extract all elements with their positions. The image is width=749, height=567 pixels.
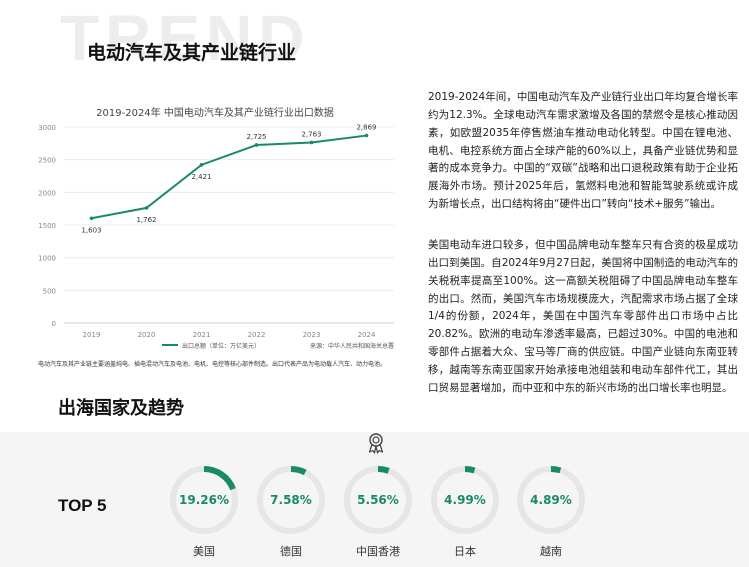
- analysis-paragraph-1: 2019-2024年间，中国电动汽车及产业链行业出口年均复合增长率约为12.3%…: [428, 91, 738, 211]
- country-name: 越南: [540, 545, 562, 558]
- donut-share-arc: [170, 466, 238, 534]
- donut-ring: 7.58%: [257, 466, 325, 534]
- x-tick-label: 2023: [303, 331, 321, 339]
- country-name: 中国香港: [356, 545, 400, 558]
- export-line-chart: 0 500 1000 1500 2000 2500 3000 2019 2020 2021 2022…: [38, 124, 394, 350]
- series-line: [91, 134, 367, 220]
- chart-source: 来源：中华人民共和国海关总署: [310, 342, 394, 350]
- share-percent: 4.89%: [530, 493, 572, 507]
- y-tick-label: 0: [52, 320, 56, 328]
- trend-watermark: TREND: [60, 2, 311, 74]
- donut-share-arc: [431, 466, 499, 534]
- x-tick-label: 2019: [83, 331, 101, 339]
- x-tick-label: 2021: [193, 331, 211, 339]
- chart-title: 2019-2024年 中国电动汽车及其产业链行业出口数据: [96, 108, 334, 119]
- country-name: 美国: [193, 545, 215, 558]
- data-point: [199, 163, 204, 167]
- y-tick-label: 2000: [38, 189, 56, 197]
- data-point: [89, 216, 94, 221]
- country-donut: 7.58% 德国: [254, 463, 328, 559]
- share-percent: 19.26%: [179, 493, 229, 507]
- donut-ring: 4.89%: [517, 466, 585, 534]
- y-tick-label: 500: [43, 287, 56, 295]
- x-tick-label: 2024: [358, 331, 376, 339]
- donut-share-arc: [257, 466, 325, 534]
- chart-footnote: 电动汽车及其产业链主要涵盖纯电、插电混动汽车及电池、电机、电控等核心部件制造。出…: [38, 361, 387, 368]
- donut-ring: 4.99%: [431, 466, 499, 534]
- y-tick-label: 1500: [38, 222, 56, 230]
- data-point: [364, 133, 369, 138]
- analysis-paragraph-2: 美国电动车进口较多，但中国品牌电动车整车只有合资的极星成功出口到美国。自2024…: [428, 239, 738, 394]
- donut-ring: 19.26%: [170, 466, 238, 534]
- data-label: 2,869: [356, 124, 376, 132]
- legend-label: 出口总额（单位：万亿美元）: [182, 342, 260, 350]
- data-label: 1,762: [136, 216, 156, 224]
- y-tick-label: 1000: [38, 255, 56, 263]
- donut-ring: 5.56%: [344, 466, 412, 534]
- data-point: [254, 143, 259, 147]
- x-tick-label: 2020: [138, 331, 156, 339]
- data-point: [309, 140, 314, 145]
- country-donut: 4.99% 日本: [428, 463, 502, 559]
- data-label: 2,763: [301, 130, 321, 138]
- top5-band: [0, 432, 749, 567]
- section-title: 出海国家及趋势: [58, 398, 184, 419]
- page-title: 电动汽车及其产业链行业: [87, 42, 297, 64]
- share-percent: 5.56%: [357, 493, 399, 507]
- top5-label: TOP 5: [58, 496, 107, 515]
- y-tick-label: 3000: [38, 124, 56, 132]
- data-label: 2,421: [191, 173, 211, 181]
- y-tick-label: 2500: [38, 157, 56, 165]
- medal-icon: [368, 433, 384, 454]
- donut-share-arc: [344, 466, 412, 534]
- country-donut: 4.89% 越南: [514, 463, 588, 559]
- country-name: 德国: [280, 545, 302, 558]
- share-percent: 7.58%: [270, 493, 312, 507]
- donut-share-arc: [517, 466, 585, 534]
- share-percent: 4.99%: [444, 493, 486, 507]
- x-tick-label: 2022: [248, 331, 266, 339]
- data-label: 2,725: [246, 133, 266, 141]
- country-donut: 19.26% 美国: [167, 463, 241, 559]
- country-donut: 5.56% 中国香港: [341, 463, 415, 559]
- data-point: [144, 206, 149, 210]
- data-label: 1,603: [81, 226, 101, 234]
- country-name: 日本: [454, 545, 476, 558]
